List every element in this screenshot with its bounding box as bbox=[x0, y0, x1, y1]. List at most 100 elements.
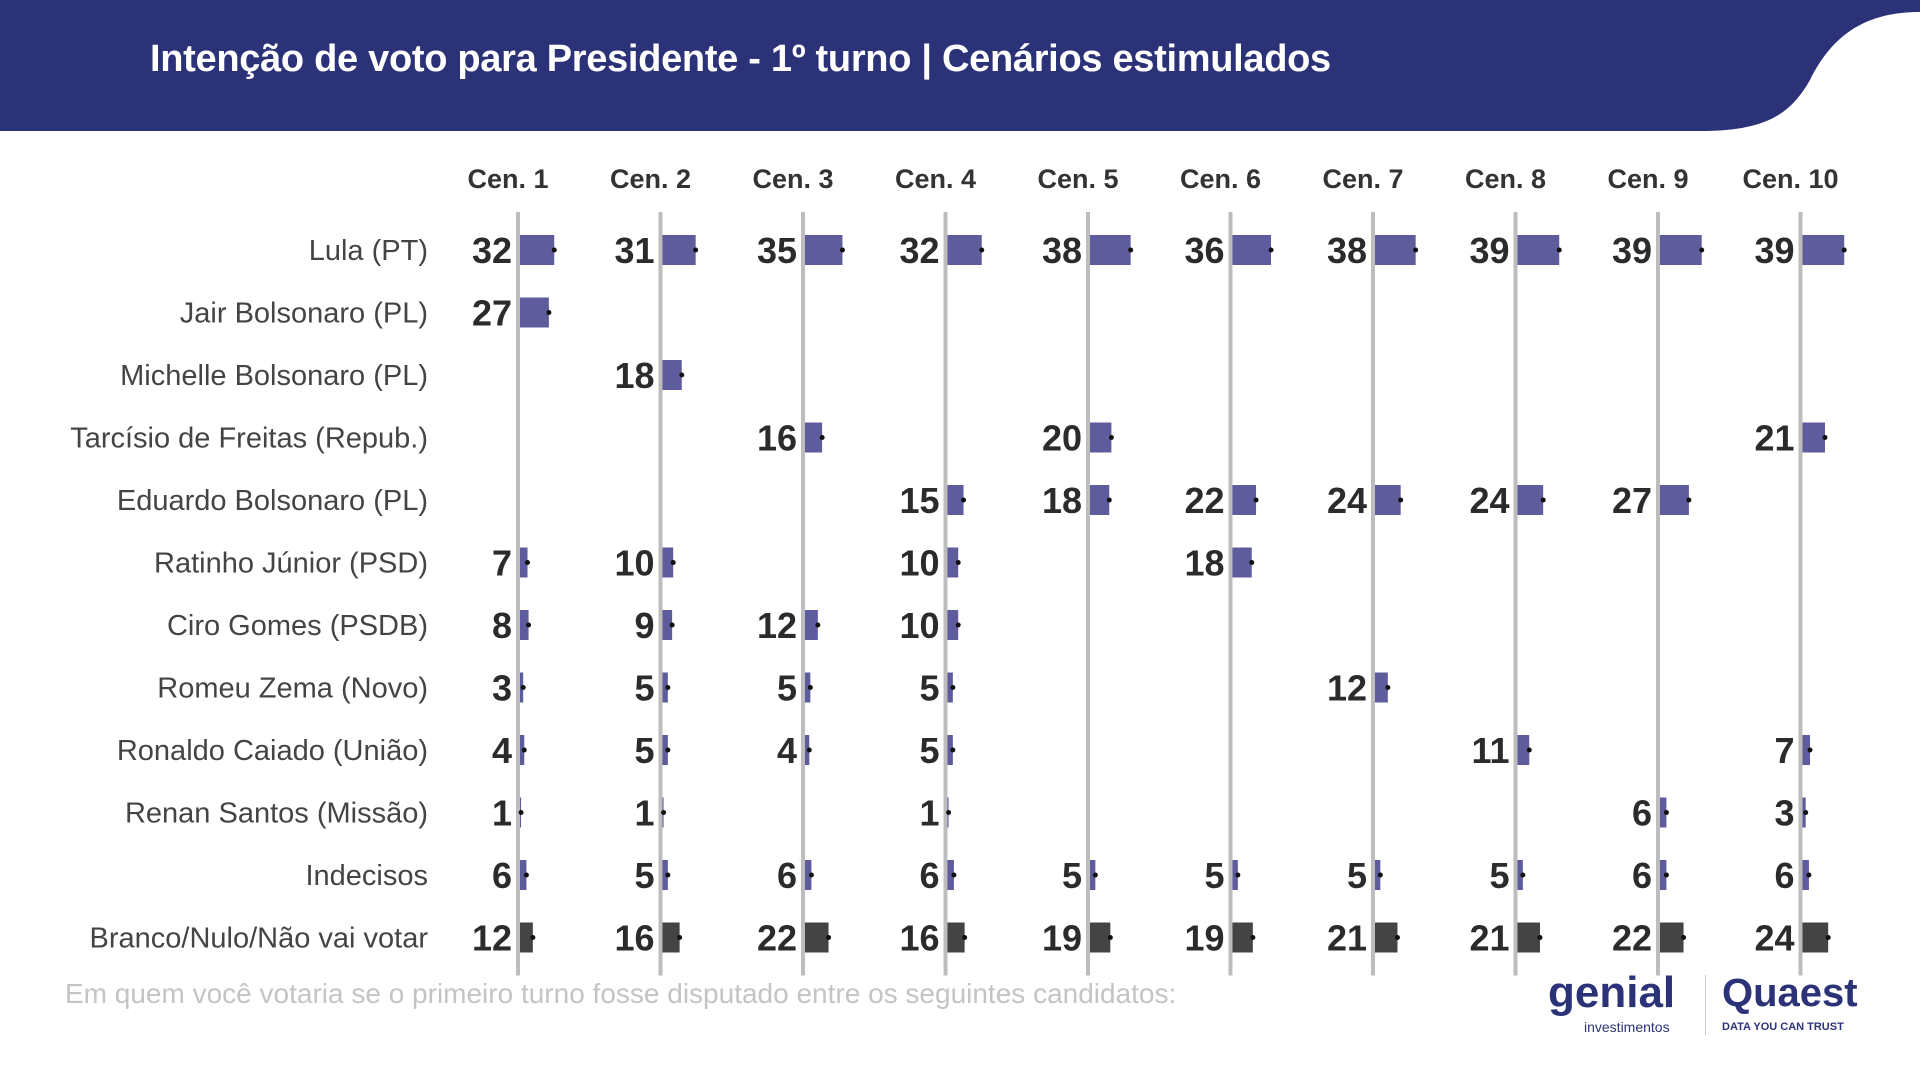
bar bbox=[662, 235, 696, 265]
bar bbox=[662, 735, 668, 765]
bar bbox=[1090, 235, 1131, 265]
data-label: 8 bbox=[492, 605, 512, 646]
bar-marker bbox=[665, 685, 671, 690]
data-label: 1 bbox=[919, 793, 939, 834]
data-label: 4 bbox=[492, 730, 512, 771]
data-label: 5 bbox=[1062, 855, 1082, 896]
data-label: 38 bbox=[1042, 230, 1082, 271]
bar-marker bbox=[1398, 497, 1404, 503]
bar bbox=[520, 610, 529, 640]
bar bbox=[1375, 235, 1416, 265]
bar-marker bbox=[665, 747, 671, 753]
footnote: Em quem você votaria se o primeiro turno… bbox=[65, 978, 1177, 1009]
bar bbox=[1660, 485, 1689, 515]
bar bbox=[1090, 422, 1112, 453]
data-label: 18 bbox=[1184, 543, 1224, 584]
row-label: Ratinho Júnior (PSD) bbox=[154, 548, 428, 580]
bar bbox=[805, 610, 818, 640]
bar-marker bbox=[679, 372, 685, 378]
bar-marker bbox=[807, 685, 813, 690]
bar-marker bbox=[1663, 872, 1669, 878]
bar bbox=[520, 547, 528, 578]
bar-marker bbox=[1822, 435, 1828, 440]
bar-marker bbox=[826, 935, 832, 940]
bar bbox=[1660, 922, 1684, 953]
data-label: 32 bbox=[472, 230, 512, 271]
bar-marker bbox=[955, 622, 961, 628]
bar-marker bbox=[1107, 935, 1113, 940]
header-shape bbox=[0, 0, 1920, 131]
bar bbox=[1802, 860, 1809, 890]
column-header: Cen. 8 bbox=[1465, 164, 1546, 194]
data-label: 6 bbox=[1632, 793, 1652, 834]
column-header: Cen. 6 bbox=[1180, 164, 1261, 194]
bar bbox=[1802, 235, 1845, 265]
data-label: 11 bbox=[1471, 730, 1509, 771]
bar bbox=[1090, 922, 1111, 953]
data-label: 16 bbox=[899, 918, 939, 959]
data-label: 12 bbox=[1327, 668, 1367, 709]
quaest-logo-subtext: DATA YOU CAN TRUST bbox=[1722, 1021, 1844, 1033]
bar bbox=[947, 485, 964, 515]
data-label: 22 bbox=[757, 918, 797, 959]
data-label: 1 bbox=[492, 793, 512, 834]
bar bbox=[805, 860, 812, 890]
data-label: 21 bbox=[1754, 418, 1794, 459]
quaest-logo: Quaest DATA YOU CAN TRUST bbox=[1722, 968, 1858, 1036]
bar-marker bbox=[1235, 872, 1241, 878]
row-label: Jair Bolsonaro (PL) bbox=[180, 298, 428, 330]
column-header: Cen. 1 bbox=[467, 164, 548, 194]
column-header: Cen. 7 bbox=[1322, 164, 1403, 194]
bar-marker bbox=[950, 747, 956, 753]
bar bbox=[1375, 922, 1398, 953]
row-label: Renan Santos (Missão) bbox=[125, 798, 428, 830]
data-label: 3 bbox=[1774, 793, 1794, 834]
data-label: 1 bbox=[634, 793, 654, 834]
data-label: 19 bbox=[1042, 918, 1082, 959]
bar bbox=[1802, 922, 1829, 953]
bar-marker bbox=[1385, 685, 1391, 690]
bar-marker bbox=[962, 935, 968, 940]
bar-marker bbox=[1268, 247, 1274, 253]
bar bbox=[662, 860, 668, 890]
data-label: 32 bbox=[899, 230, 939, 271]
data-label: 5 bbox=[634, 730, 654, 771]
bar bbox=[1375, 485, 1401, 515]
row-label: Ronaldo Caiado (União) bbox=[117, 735, 428, 767]
bar-marker bbox=[526, 622, 532, 628]
bar-marker bbox=[1699, 247, 1705, 253]
row-label: Michelle Bolsonaro (PL) bbox=[120, 360, 428, 392]
bar-marker bbox=[1806, 872, 1812, 878]
data-label: 6 bbox=[919, 855, 939, 896]
bar-marker bbox=[979, 247, 985, 253]
data-label: 16 bbox=[614, 918, 654, 959]
bar-marker bbox=[1394, 935, 1400, 940]
bar bbox=[1090, 860, 1096, 890]
row-label: Romeu Zema (Novo) bbox=[157, 673, 428, 705]
bar bbox=[520, 860, 527, 890]
page-title: Intenção de voto para Presidente - 1º tu… bbox=[150, 38, 1331, 80]
data-label: 6 bbox=[777, 855, 797, 896]
bar-marker bbox=[1520, 872, 1526, 878]
row-label: Indecisos bbox=[305, 860, 428, 892]
bar bbox=[1660, 235, 1702, 265]
bar-marker bbox=[819, 435, 825, 440]
genial-logo: genial investimentos bbox=[1548, 968, 1675, 1036]
data-label: 12 bbox=[472, 918, 512, 959]
data-label: 39 bbox=[1754, 230, 1794, 271]
data-label: 5 bbox=[634, 668, 654, 709]
data-label: 27 bbox=[1612, 480, 1652, 521]
row-label: Ciro Gomes (PSDB) bbox=[167, 610, 428, 642]
data-label: 39 bbox=[1612, 230, 1652, 271]
row-label: Eduardo Bolsonaro (PL) bbox=[117, 485, 428, 517]
bar bbox=[1232, 485, 1257, 515]
bar-marker bbox=[1686, 497, 1692, 503]
data-label: 39 bbox=[1469, 230, 1509, 271]
data-label: 36 bbox=[1184, 230, 1224, 271]
column-header: Cen. 5 bbox=[1037, 164, 1118, 194]
bar-marker bbox=[955, 560, 961, 565]
bar-marker bbox=[669, 622, 675, 628]
bar bbox=[947, 735, 953, 765]
bar-marker bbox=[521, 747, 527, 753]
